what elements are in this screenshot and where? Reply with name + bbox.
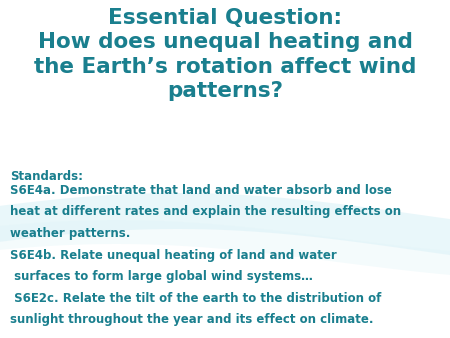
Text: S6E2c. Relate the tilt of the earth to the distribution of: S6E2c. Relate the tilt of the earth to t… [10,291,382,305]
Text: sunlight throughout the year and its effect on climate.: sunlight throughout the year and its eff… [10,313,373,326]
Text: heat at different rates and explain the resulting effects on: heat at different rates and explain the … [10,206,401,218]
Text: Essential Question:
How does unequal heating and
the Earth’s rotation affect win: Essential Question: How does unequal hea… [34,8,416,101]
Text: surfaces to form large global wind systems…: surfaces to form large global wind syste… [10,270,313,283]
Text: S6E4b. Relate unequal heating of land and water: S6E4b. Relate unequal heating of land an… [10,248,337,262]
Text: weather patterns.: weather patterns. [10,227,130,240]
Text: S6E4a. Demonstrate that land and water absorb and lose: S6E4a. Demonstrate that land and water a… [10,184,392,197]
Text: Standards:: Standards: [10,170,83,183]
